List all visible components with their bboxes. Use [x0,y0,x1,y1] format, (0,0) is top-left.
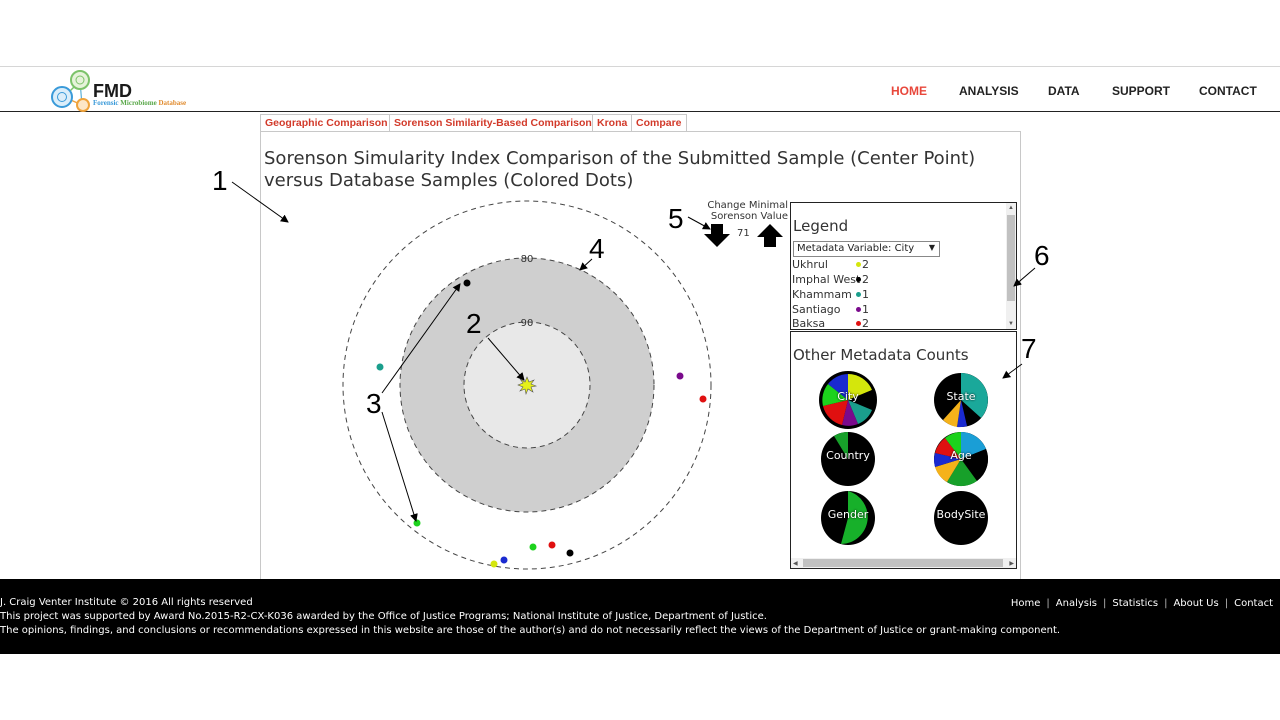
sample-dot[interactable] [463,279,471,287]
nav-home[interactable]: HOME [891,84,927,98]
chevron-down-icon: ▼ [928,243,935,252]
sorenson-value: 71 [737,228,750,239]
nav-data[interactable]: DATA [1048,84,1080,98]
sample-dot[interactable] [376,363,384,371]
legend-item: Baksa 2 [792,317,869,330]
legend-dot [856,321,861,326]
site-footer: J. Craig Venter Institute © 2016 All rig… [0,579,1280,654]
legend-dot [856,307,861,312]
logo-title: FMD [93,81,132,101]
footer-disclaimer: The opinions, findings, and conclusions … [0,625,1061,636]
pie-label-city: City [837,390,859,403]
sample-dot[interactable] [566,549,574,557]
outer-ring [342,200,712,570]
legend-item: Khammam 1 [792,288,869,301]
footer-link-statistics[interactable]: Statistics [1112,598,1159,609]
bodysite-pie-chart[interactable] [931,488,991,548]
metadata-horizontal-scrollbar[interactable]: ◀ ▶ [791,558,1016,568]
pie-label-state: State [946,390,976,403]
legend-item: Santiago 1 [792,303,869,316]
country-pie-chart[interactable] [818,429,878,489]
scroll-up-icon[interactable]: ▲ [1008,205,1014,211]
state-pie-chart[interactable] [931,370,991,430]
scroll-left-icon[interactable]: ◀ [793,561,798,567]
scroll-right-icon[interactable]: ▶ [1009,561,1014,567]
ring-label-80: 80 [521,254,534,265]
scrollbar-thumb[interactable] [803,559,1003,567]
annotation-number-4: 4 [589,233,605,264]
pie-label-gender: Gender [827,508,869,521]
annotation-number-1: 1 [212,165,228,196]
metadata-title: Other Metadata Counts [793,346,969,364]
annotation-number-7: 7 [1021,333,1037,364]
fmd-logo[interactable]: FMD Forensic Microbiome Database [50,69,220,112]
footer-links: Home | Analysis | Statistics | About Us | Contac… [1010,598,1273,609]
sorenson-label: Change Minimal Sorenson Value [707,200,788,222]
scroll-down-icon[interactable]: ▼ [1008,321,1014,327]
submitted-sample-star-icon[interactable] [517,376,538,396]
footer-link-analysis[interactable]: Analysis [1055,598,1097,609]
sample-dot[interactable] [500,556,508,564]
legend-item: Ukhrul 2 [792,258,869,271]
decrease-arrow-down-icon[interactable] [703,224,731,248]
city-pie-chart[interactable] [818,370,878,430]
sample-dot[interactable] [699,395,707,403]
legend-title: Legend [793,217,849,235]
legend-item: Imphal West 2 [792,273,869,286]
legend-dot [856,262,861,267]
metadata-counts-panel[interactable]: Other Metadata Counts City State Co [790,331,1017,569]
tab-compare[interactable]: Compare [631,114,687,132]
page-title: Sorenson Simularity Index Comparison of … [264,148,976,191]
sample-dot[interactable] [529,543,537,551]
legend-dot [856,292,861,297]
tab-sorenson-comparison[interactable]: Sorenson Similarity-Based Comparison [389,114,597,132]
logo-subtitle: Forensic Microbiome Database [93,99,187,107]
sample-dot[interactable] [413,519,421,527]
footer-copyright: J. Craig Venter Institute © 2016 All rig… [0,597,253,608]
gender-pie-chart[interactable] [818,488,878,548]
legend-scrollbar[interactable]: ▲ ▼ [1006,203,1016,329]
tab-geographic-comparison[interactable]: Geographic Comparison [260,114,393,132]
scrollbar-thumb[interactable] [1007,215,1015,301]
logo-molecule-icon [51,70,90,112]
footer-award: This project was supported by Award No.2… [0,611,767,622]
annotation-number-2: 2 [466,308,482,339]
nav-contact[interactable]: CONTACT [1199,84,1257,98]
annotation-number-5: 5 [668,203,684,234]
increase-arrow-up-icon[interactable] [756,224,784,248]
annotation-number-3: 3 [366,388,382,419]
annotation-number-6: 6 [1034,240,1050,271]
age-pie-chart[interactable] [931,429,991,489]
ring-label-90: 90 [521,318,534,329]
site-header: FMD Forensic Microbiome Database HOME AN… [0,67,1280,112]
legend-panel[interactable]: Legend Metadata Variable: City ▼ Ukhrul 2… [790,202,1017,330]
sample-dot[interactable] [490,560,498,568]
top-divider [0,66,1280,67]
footer-link-home[interactable]: Home [1010,598,1041,609]
sample-dot[interactable] [676,372,684,380]
tab-krona[interactable]: Krona [592,114,633,132]
legend-dot [856,277,861,282]
content-panel [260,131,1021,579]
footer-link-contact[interactable]: Contact [1234,598,1273,609]
pie-label-country: Country [826,449,870,462]
pie-label-age: Age [950,449,972,462]
nav-analysis[interactable]: ANALYSIS [959,84,1019,98]
sample-dot[interactable] [548,541,556,549]
pie-label-bodysite: BodySite [936,508,986,521]
footer-link-about-us[interactable]: About Us [1173,598,1219,609]
similarity-target-chart: 80 90 [342,200,712,570]
metadata-variable-select[interactable]: Metadata Variable: City ▼ [793,241,940,257]
nav-support[interactable]: SUPPORT [1112,84,1171,98]
